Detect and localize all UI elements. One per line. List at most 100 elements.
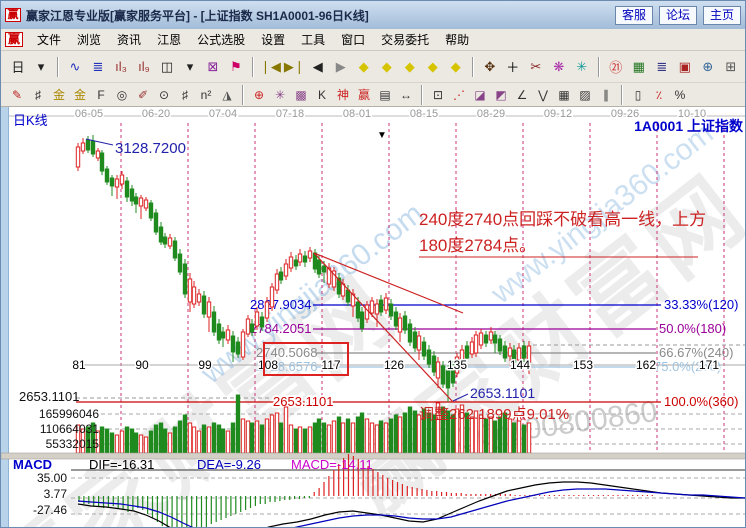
order-icon[interactable]: ⊞: [725, 58, 737, 74]
candle-body[interactable]: [259, 316, 265, 328]
candle-body[interactable]: [119, 174, 125, 185]
gold-box-icon[interactable]: 金: [73, 88, 86, 102]
candle-body[interactable]: [364, 304, 370, 320]
candle-body[interactable]: [378, 299, 384, 313]
candle-body[interactable]: [95, 150, 101, 159]
candle-body[interactable]: [143, 199, 149, 209]
box-measure-icon[interactable]: ⊡: [432, 87, 444, 102]
draw-pen-icon[interactable]: ✎: [11, 87, 23, 102]
candle-body[interactable]: [283, 263, 289, 277]
candle-body[interactable]: [104, 168, 110, 183]
candle-body[interactable]: [211, 311, 217, 333]
candle-body[interactable]: [235, 341, 241, 355]
shen-icon[interactable]: 神: [336, 88, 349, 102]
kline-style-caret-icon[interactable]: ▾: [37, 58, 45, 74]
diamond-right-icon[interactable]: ◆: [381, 58, 392, 74]
bars-9min-icon[interactable]: ıl₉: [138, 59, 150, 74]
protractor-icon[interactable]: ◮: [222, 87, 232, 102]
kline-style-icon[interactable]: 日: [11, 60, 25, 75]
candle-body[interactable]: [516, 347, 522, 361]
hmeasure-icon[interactable]: ↔: [400, 87, 412, 102]
candle-body[interactable]: [526, 345, 532, 363]
candle-body[interactable]: [497, 338, 503, 352]
diamond-4way-icon[interactable]: ◆: [427, 58, 438, 74]
candle-body[interactable]: [336, 277, 342, 295]
chart-canvas[interactable]: 06-05 06-20 07-04 07-18 08-01 08-15 08-29 09-12…: [1, 107, 746, 528]
diamond-vmove-icon[interactable]: ◆: [450, 58, 461, 74]
candle-body[interactable]: [269, 286, 275, 308]
candle-caret-icon[interactable]: ▾: [186, 58, 194, 74]
candle-body[interactable]: [206, 301, 212, 318]
diamond-left-icon[interactable]: ◆: [358, 58, 369, 74]
candle-body[interactable]: [187, 278, 193, 303]
candle-body[interactable]: [393, 311, 399, 327]
calendar-icon[interactable]: ㉑: [609, 60, 623, 75]
candle-body[interactable]: [225, 329, 231, 341]
candle-body[interactable]: [316, 259, 322, 275]
candle-body[interactable]: [502, 345, 508, 359]
candle-body[interactable]: [288, 256, 294, 269]
candle-body[interactable]: [307, 250, 313, 259]
calculator-icon[interactable]: ▦: [632, 58, 645, 74]
candle-body[interactable]: [167, 237, 173, 247]
candle-body[interactable]: [133, 196, 139, 205]
candle-body[interactable]: [172, 240, 178, 259]
candle-body[interactable]: [473, 334, 479, 354]
candle-body[interactable]: [230, 335, 236, 353]
candle-body[interactable]: [302, 255, 308, 263]
forum-button[interactable]: 论坛: [659, 5, 697, 25]
delete-line-icon[interactable]: ✂: [530, 58, 542, 74]
candle-body[interactable]: [426, 349, 432, 365]
trend-curve-icon[interactable]: ∿: [69, 58, 81, 74]
candle-body[interactable]: [469, 341, 475, 355]
candle-body[interactable]: [421, 341, 427, 357]
candle-body[interactable]: [182, 263, 188, 295]
candle-body[interactable]: [355, 301, 361, 319]
percent-angle-icon[interactable]: ٪: [655, 87, 663, 102]
candle-body[interactable]: [345, 289, 351, 303]
menu-item-交易委托[interactable]: 交易委托: [381, 33, 430, 47]
candle-body[interactable]: [201, 295, 207, 315]
candle-body[interactable]: [402, 315, 408, 331]
info-panel-icon[interactable]: ≣: [92, 58, 104, 74]
chart-area[interactable]: 赢家财富网 赢家财富网 www.yingjia360.com www.yingj…: [1, 107, 746, 528]
candle-body[interactable]: [85, 139, 91, 151]
angle-lines-icon[interactable]: ∠: [516, 87, 528, 102]
candle-body[interactable]: [240, 331, 246, 358]
candle-body[interactable]: [488, 331, 494, 341]
candle-body[interactable]: [162, 236, 168, 245]
starburst-icon[interactable]: ✳: [274, 87, 286, 102]
candle-body[interactable]: [177, 253, 183, 273]
candle-body[interactable]: [431, 355, 437, 373]
candle-body[interactable]: [249, 323, 255, 333]
candle-body[interactable]: [264, 301, 270, 319]
gann-grid2-icon[interactable]: ▨: [579, 87, 591, 102]
hand-tool-icon[interactable]: ✥: [484, 58, 496, 74]
candle-body[interactable]: [297, 253, 303, 263]
menu-item-江恩[interactable]: 江恩: [157, 33, 182, 47]
candle-body[interactable]: [274, 273, 280, 291]
candle-body[interactable]: [374, 303, 380, 315]
fan-box-icon[interactable]: ◪: [474, 87, 486, 102]
gold-split-icon[interactable]: 金: [52, 88, 65, 102]
spiral-icon[interactable]: ◎: [116, 87, 128, 102]
ying-icon[interactable]: 赢: [357, 88, 370, 102]
candle-body[interactable]: [153, 212, 159, 233]
candle-body[interactable]: [440, 365, 446, 385]
vruler-icon[interactable]: ▯: [634, 87, 642, 102]
candle-body[interactable]: [321, 265, 327, 273]
home-button[interactable]: 主页: [703, 5, 741, 25]
gann-grid1-icon[interactable]: ▦: [558, 87, 570, 102]
candle-body[interactable]: [191, 286, 197, 305]
candle-body[interactable]: [507, 347, 513, 357]
diamond-hmove-icon[interactable]: ◆: [404, 58, 415, 74]
candle-body[interactable]: [407, 323, 413, 343]
candle-body[interactable]: [464, 345, 470, 359]
candle-body[interactable]: [99, 152, 105, 172]
abacus-icon[interactable]: ▤: [379, 87, 391, 102]
candle-body[interactable]: [148, 202, 154, 219]
notepad-icon[interactable]: ≣: [656, 58, 668, 74]
candle-body[interactable]: [80, 142, 86, 152]
candle-body[interactable]: [278, 271, 284, 281]
candle-body[interactable]: [359, 311, 365, 329]
